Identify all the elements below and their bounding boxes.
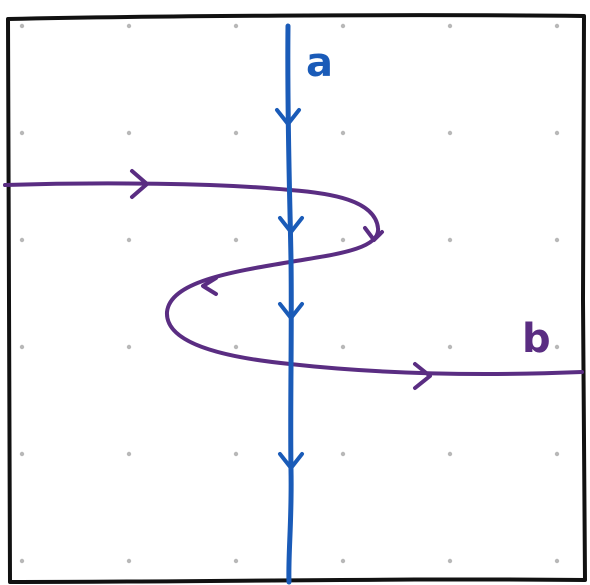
grid-dot xyxy=(554,23,560,29)
grid-dot xyxy=(447,23,453,29)
grid-dot xyxy=(19,558,25,564)
grid-dot xyxy=(340,130,346,136)
grid-dot xyxy=(233,23,239,29)
grid-dot xyxy=(233,344,239,350)
grid-dot xyxy=(19,237,25,243)
grid-dot xyxy=(233,451,239,457)
grid-dot xyxy=(554,237,560,243)
grid-dot xyxy=(19,344,25,350)
grid-dot xyxy=(554,558,560,564)
grid-dot xyxy=(126,344,132,350)
curve-a-arrow xyxy=(278,302,304,320)
grid-dot xyxy=(126,451,132,457)
grid-dot xyxy=(126,558,132,564)
grid-dot xyxy=(19,130,25,136)
grid-dot xyxy=(126,23,132,29)
curve-a-arrow xyxy=(275,108,301,126)
grid-dot xyxy=(126,237,132,243)
curve-b-label: b xyxy=(522,316,551,362)
grid-dot xyxy=(447,344,453,350)
grid-dot xyxy=(447,237,453,243)
grid-dot xyxy=(233,558,239,564)
grid-dot xyxy=(340,23,346,29)
curve-a-arrows xyxy=(275,108,304,470)
curve-b-arrows xyxy=(130,169,432,390)
grid-dot xyxy=(554,130,560,136)
grid-dot xyxy=(19,23,25,29)
grid-dot xyxy=(554,344,560,350)
curve-b-arrow xyxy=(201,276,218,296)
grid-dot xyxy=(340,451,346,457)
grid-dot xyxy=(554,451,560,457)
grid-dot xyxy=(340,237,346,243)
curve-a-arrow xyxy=(278,452,304,470)
curve-a-path xyxy=(285,23,294,585)
grid-dot xyxy=(126,130,132,136)
curve-a-label: a xyxy=(306,40,333,86)
grid-dot xyxy=(19,451,25,457)
curve-b-arrow xyxy=(130,169,149,199)
grid-dots xyxy=(19,23,560,564)
curve-b-arrow xyxy=(363,226,384,242)
grid-dot xyxy=(340,344,346,350)
frame-border xyxy=(6,13,587,584)
grid-dot xyxy=(447,451,453,457)
curve-b-arrow xyxy=(413,362,432,390)
grid-dot xyxy=(340,558,346,564)
grid-dot xyxy=(233,237,239,243)
grid-dot xyxy=(447,130,453,136)
curve-b-path xyxy=(3,181,584,376)
curve-a-arrow xyxy=(278,216,304,234)
grid-dot xyxy=(447,558,453,564)
grid-dot xyxy=(233,130,239,136)
